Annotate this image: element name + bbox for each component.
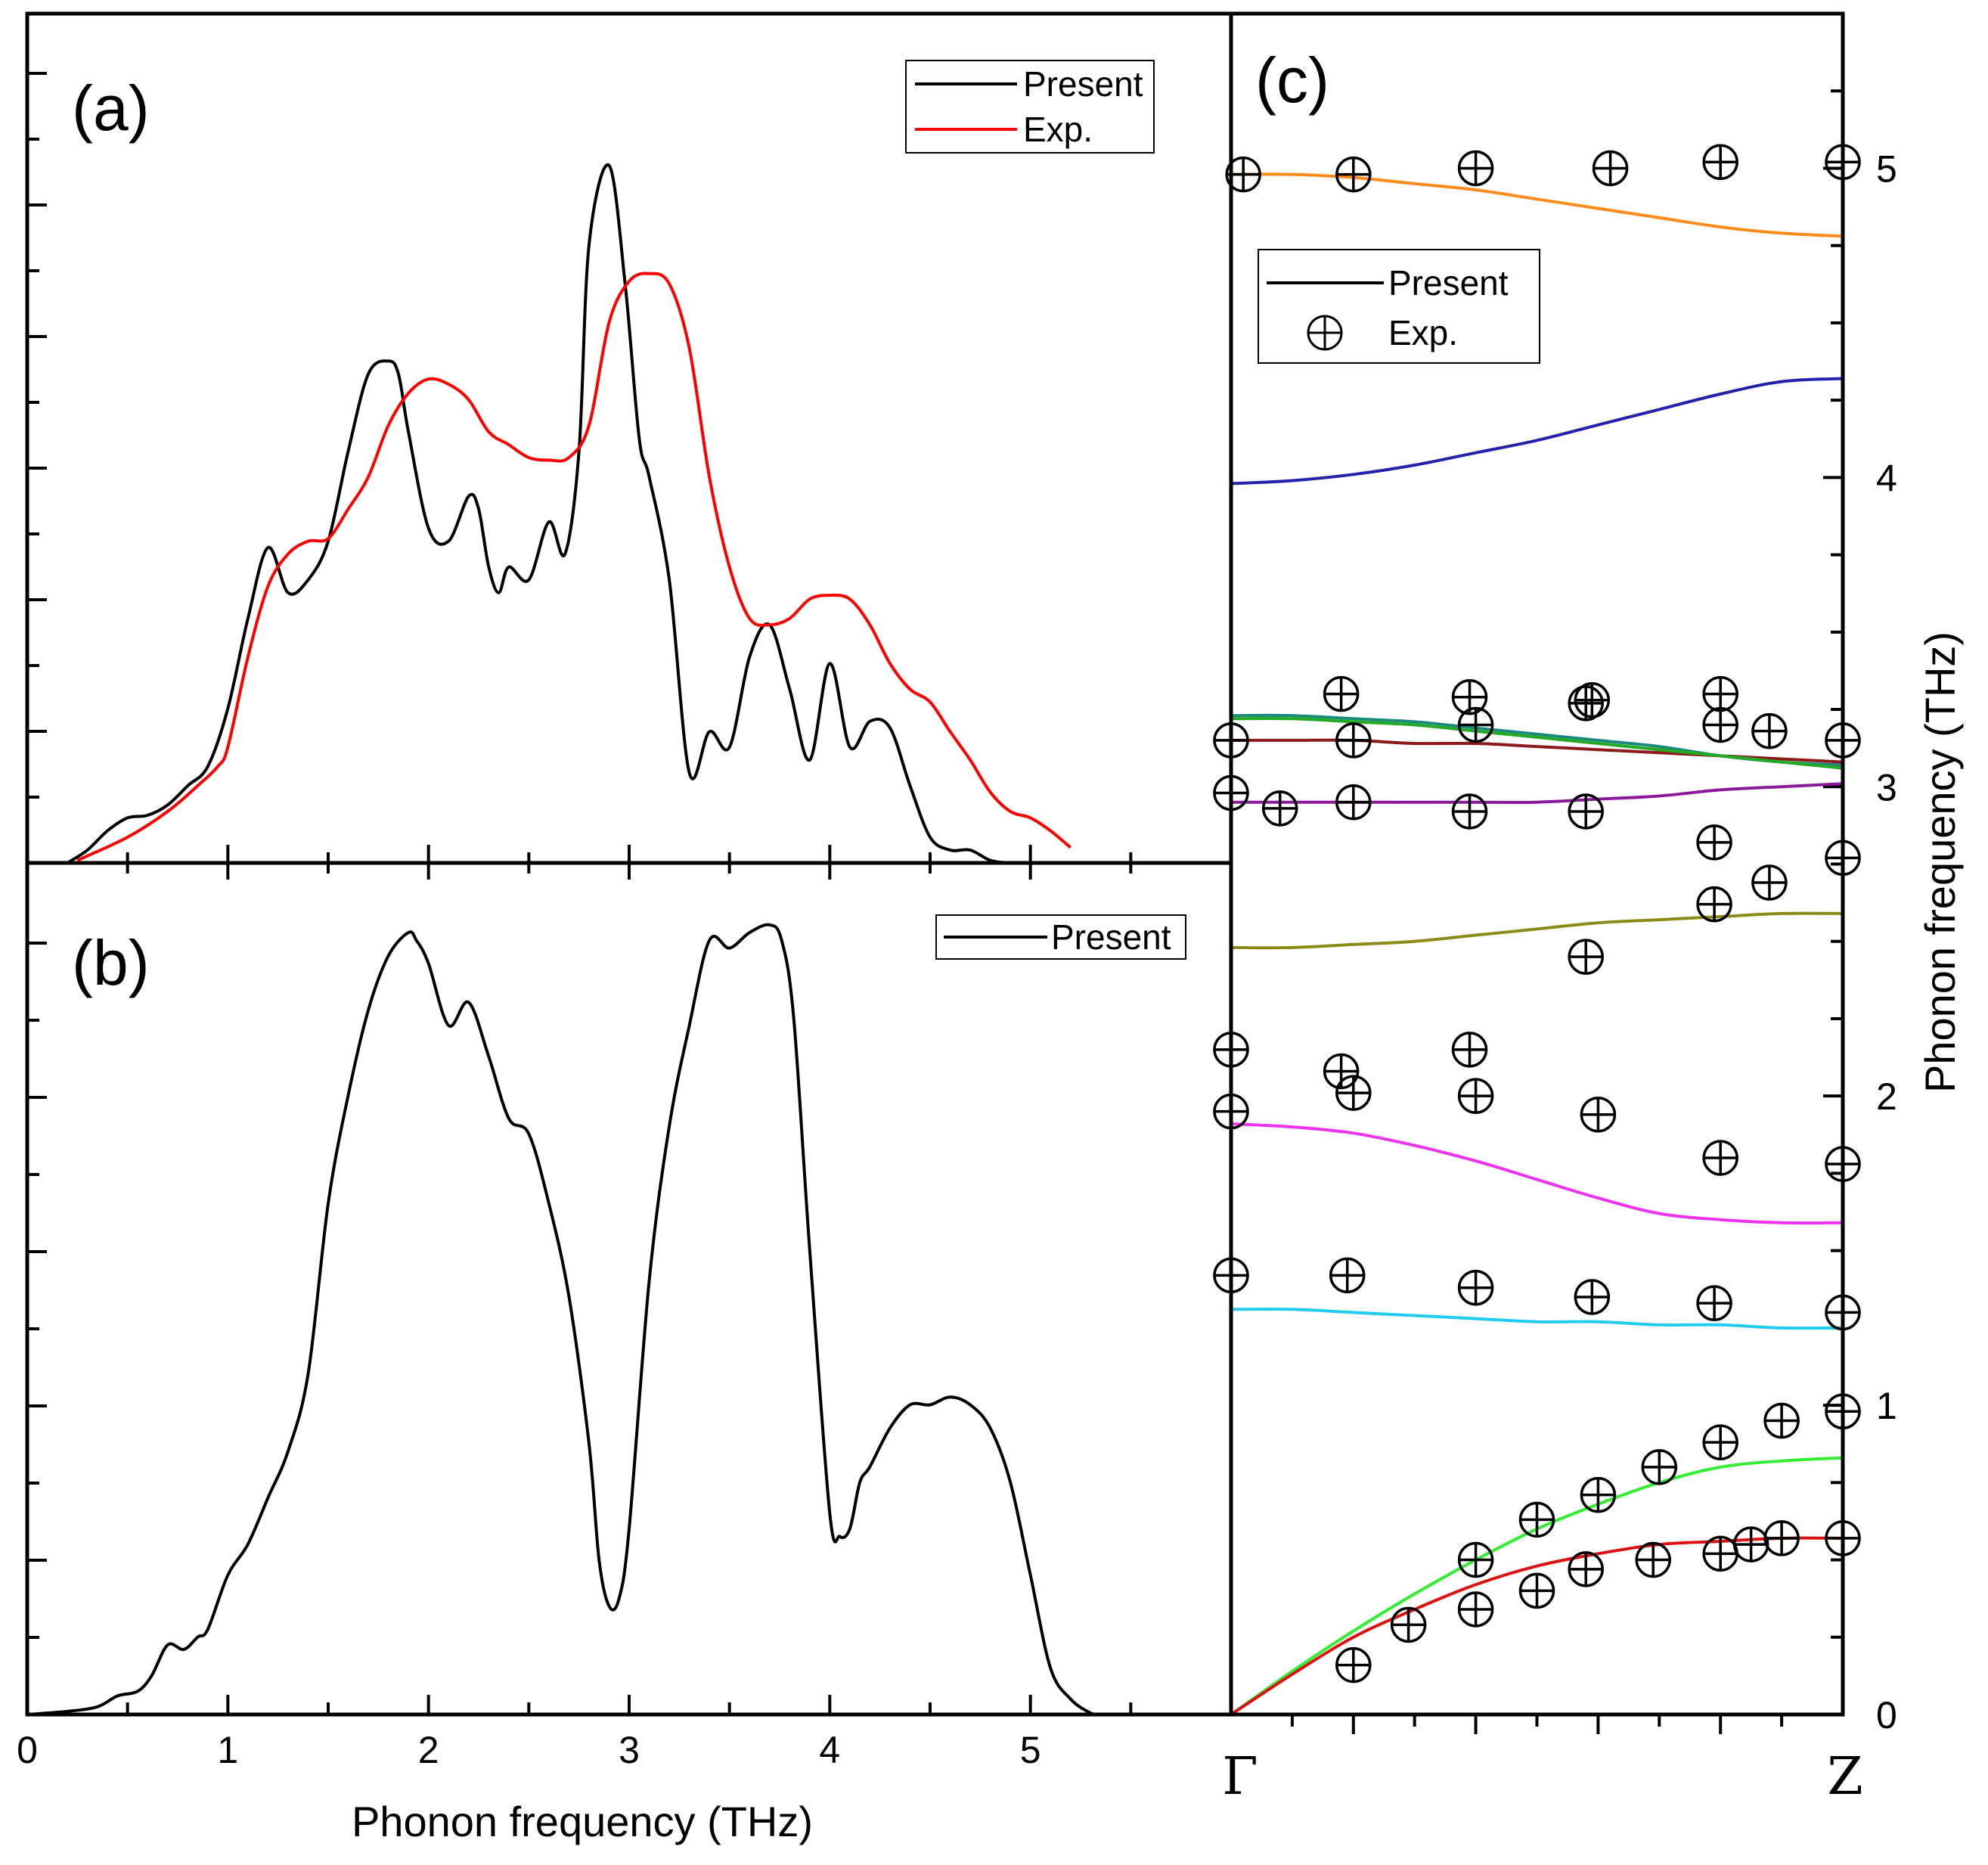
exp-point (1568, 939, 1604, 975)
y-tick-label-c: 2 (1876, 1075, 1897, 1118)
exp-point (1451, 678, 1488, 715)
exp-point (1635, 1541, 1671, 1578)
band-8 (1230, 1307, 1844, 1330)
panel-a-label: (a) (72, 73, 150, 144)
x-tick-label-b: 4 (819, 1729, 840, 1771)
exp-point (1457, 1591, 1494, 1628)
y-axis-label-c: Phonon frequency (THz) (1916, 631, 1964, 1093)
exp-point (1261, 790, 1298, 827)
exp-point (1568, 793, 1604, 830)
y-tick-label-c: 5 (1876, 147, 1897, 190)
panel-b-label: (b) (72, 927, 150, 998)
legend-a-exp-label: Exp. (1023, 110, 1093, 149)
exp-point (1696, 886, 1732, 923)
exp-point (1457, 1078, 1494, 1114)
panel-b: 0 1 2 3 4 5 (b) Present Phonon frequency (THz… (17, 861, 1233, 1845)
panel-b-ticks: 0 1 2 3 4 5 (17, 863, 1233, 1771)
exp-point (1702, 1424, 1738, 1460)
x-tick-label-b: 1 (217, 1729, 238, 1771)
exp-point (1335, 156, 1372, 193)
panel-c-frame (1229, 11, 1845, 1717)
exp-point (1702, 1140, 1738, 1176)
legend-a-present-label: Present (1023, 64, 1143, 104)
exp-point (1335, 722, 1372, 759)
y-tick-label-c: 4 (1876, 457, 1897, 499)
exp-point (1568, 1551, 1604, 1587)
panel-a-legend: Present Exp. (905, 60, 1155, 154)
y-tick-label-c: 0 (1876, 1694, 1897, 1736)
legend-c-present-label: Present (1388, 263, 1509, 303)
band-7 (1230, 1122, 1844, 1225)
x-tick-z: Z (1827, 1747, 1862, 1807)
series-a-present (67, 163, 1031, 865)
panel-c-ticks: 0 1 2 3 4 5 (1290, 89, 1897, 1736)
exp-point (1574, 1279, 1611, 1315)
panel-c-legend: Present Exp. (1258, 249, 1540, 364)
legend-c-exp-marker (1307, 315, 1343, 351)
exp-point (1763, 1520, 1800, 1556)
exp-point (1390, 1606, 1427, 1643)
exp-point (1696, 1285, 1732, 1321)
exp-point (1592, 150, 1629, 187)
exp-point (1518, 1572, 1555, 1609)
exp-point (1580, 1096, 1617, 1133)
series-a-exp (76, 272, 1072, 862)
exp-point (1451, 1032, 1488, 1068)
exp-point (1457, 1269, 1494, 1306)
exp-point (1641, 1449, 1678, 1485)
panel-c-label: (c) (1255, 45, 1329, 116)
panel-b-legend-box (935, 914, 1186, 960)
panel-a-lines (67, 163, 1072, 865)
exp-point (1457, 1541, 1494, 1578)
x-tick-label-b: 3 (619, 1729, 640, 1771)
panel-c-legend-box (1258, 249, 1540, 364)
exp-point (1574, 682, 1611, 718)
series-b-present (26, 923, 1101, 1717)
band-6 (1230, 911, 1844, 950)
exp-point (1580, 1476, 1617, 1513)
exp-point (1751, 864, 1788, 901)
y-tick-label-c: 1 (1876, 1385, 1897, 1427)
exp-point (1702, 144, 1738, 181)
exp-point (1732, 1526, 1769, 1562)
exp-point (1702, 706, 1738, 743)
exp-point (1335, 784, 1372, 821)
exp-point (1696, 824, 1732, 861)
exp-point (1518, 1501, 1555, 1538)
band-4 (1230, 716, 1844, 770)
panel-a-legend-box (905, 60, 1155, 154)
exp-point (1335, 1646, 1372, 1683)
exp-point (1457, 150, 1494, 187)
exp-point (1335, 1075, 1372, 1111)
x-tick-label-b: 5 (1020, 1729, 1041, 1771)
exp-point (1702, 1535, 1738, 1572)
band-0 (1230, 172, 1844, 238)
panel-b-lines (26, 923, 1101, 1717)
exp-point (1702, 675, 1738, 712)
x-tick-label-b: 0 (17, 1729, 38, 1771)
legend-c-exp-label: Exp. (1388, 313, 1458, 352)
exp-point (1451, 793, 1488, 830)
exp-point (1751, 712, 1788, 749)
panel-a-ticks (27, 72, 1133, 864)
y-tick-label-c: 3 (1876, 766, 1897, 808)
exp-point (1763, 1402, 1800, 1439)
x-axis-label: Phonon frequency (THz) (352, 1798, 813, 1845)
band-1 (1230, 377, 1844, 486)
x-tick-gamma: Γ (1222, 1747, 1258, 1807)
x-tick-label-b: 2 (418, 1729, 439, 1771)
exp-point (1323, 675, 1360, 712)
exp-point (1329, 1257, 1366, 1294)
panel-b-legend: Present (935, 914, 1186, 960)
legend-b-present-label: Present (1051, 917, 1171, 957)
panel-c: 0 1 2 3 4 5 (c) Present Exp. Γ Z Phonon frequ… (1213, 11, 1964, 1807)
